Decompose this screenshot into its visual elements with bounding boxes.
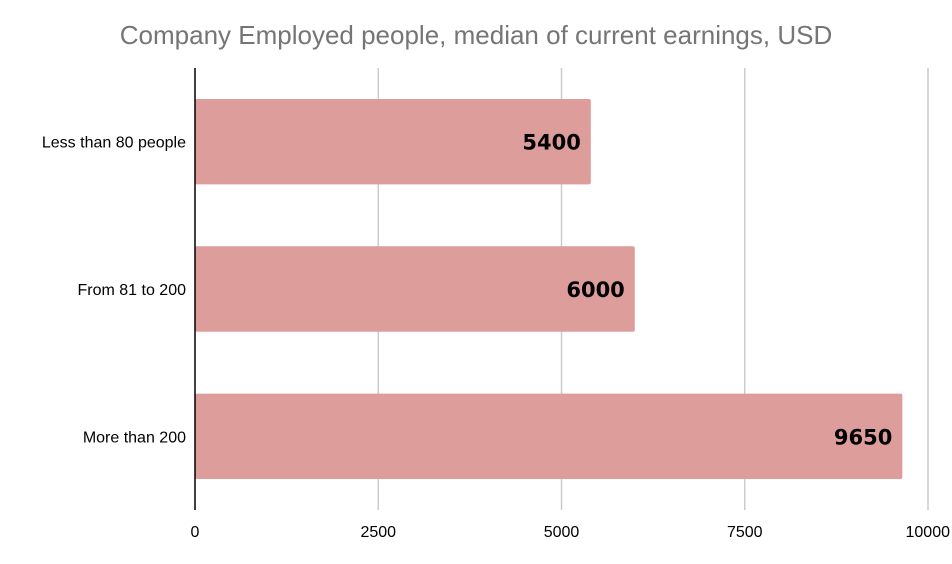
- x-tick-label: 10000: [906, 524, 951, 541]
- data-label: 6000: [566, 278, 624, 302]
- category-label: From 81 to 200: [78, 282, 187, 299]
- bars: [195, 98, 903, 480]
- data-label: 5400: [522, 131, 580, 155]
- bar: [195, 393, 903, 480]
- x-tick-label: 0: [191, 524, 200, 541]
- data-label: 9650: [834, 425, 892, 449]
- bar: [195, 98, 591, 185]
- x-tick-label: 5000: [544, 524, 580, 541]
- category-labels: Less than 80 people From 81 to 200 More th…: [42, 135, 186, 447]
- category-label: Less than 80 people: [42, 135, 186, 152]
- data-labels: 5400 6000 9650: [522, 131, 892, 450]
- bar: [195, 246, 635, 332]
- category-label: More than 200: [83, 429, 186, 446]
- x-tick-label: 7500: [727, 524, 763, 541]
- chart-title: Company Employed people, median of curre…: [120, 20, 833, 50]
- x-axis-ticks: 0 2500 5000 7500 10000: [191, 524, 951, 541]
- x-tick-label: 2500: [360, 524, 396, 541]
